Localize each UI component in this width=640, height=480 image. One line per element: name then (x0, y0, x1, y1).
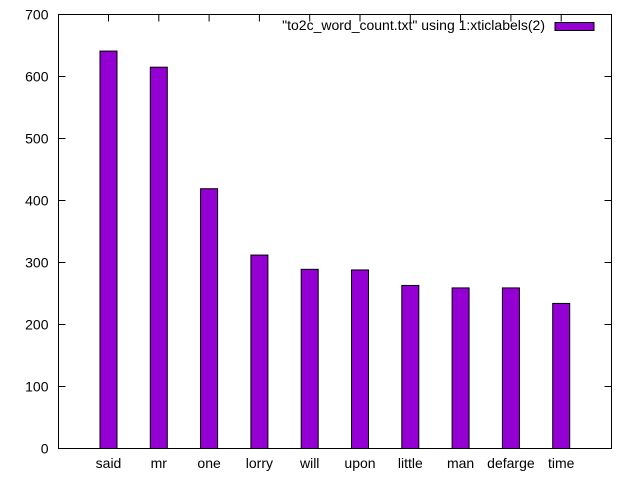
bar-series (99, 50, 571, 450)
bar-will (300, 268, 319, 449)
x-tick-label-time: time (548, 455, 575, 471)
y-tick-label: 500 (25, 131, 49, 147)
legend-label: "to2c_word_count.txt" using 1:xticlabels… (282, 17, 545, 33)
bar-man (451, 287, 470, 450)
bar-little (401, 284, 420, 449)
x-axis: said mr one lorry will upon little man defarge ti… (96, 14, 575, 471)
y-tick-label: 100 (25, 379, 49, 395)
x-tick-label-defarge: defarge (487, 455, 535, 471)
y-tick-label: 700 (25, 7, 49, 23)
x-tick-label-said: said (96, 455, 122, 471)
bar-lorry (250, 254, 269, 449)
bar-upon (351, 269, 369, 449)
x-tick-label-will: will (299, 455, 319, 471)
y-axis: 0 100 200 300 400 500 600 700 (25, 7, 612, 457)
x-tick-label-man: man (447, 455, 474, 471)
x-tick-label-one: one (197, 455, 221, 471)
y-tick-label: 200 (25, 317, 49, 333)
x-tick-label-upon: upon (344, 455, 375, 471)
y-tick-label: 400 (25, 193, 49, 209)
bar-mr (149, 66, 168, 449)
x-tick-label-mr: mr (151, 455, 168, 471)
plot-frame (58, 14, 612, 449)
y-tick-label: 0 (41, 441, 49, 457)
bar-defarge (501, 287, 520, 450)
bar-one (200, 188, 219, 449)
x-tick-label-lorry: lorry (246, 455, 273, 471)
y-tick-label: 600 (25, 69, 49, 85)
legend: "to2c_word_count.txt" using 1:xticlabels… (282, 17, 595, 33)
x-tick-label-little: little (398, 455, 423, 471)
legend-swatch (554, 22, 595, 31)
bar-said (99, 50, 118, 450)
bar-time (552, 302, 571, 450)
y-tick-label: 300 (25, 255, 49, 271)
